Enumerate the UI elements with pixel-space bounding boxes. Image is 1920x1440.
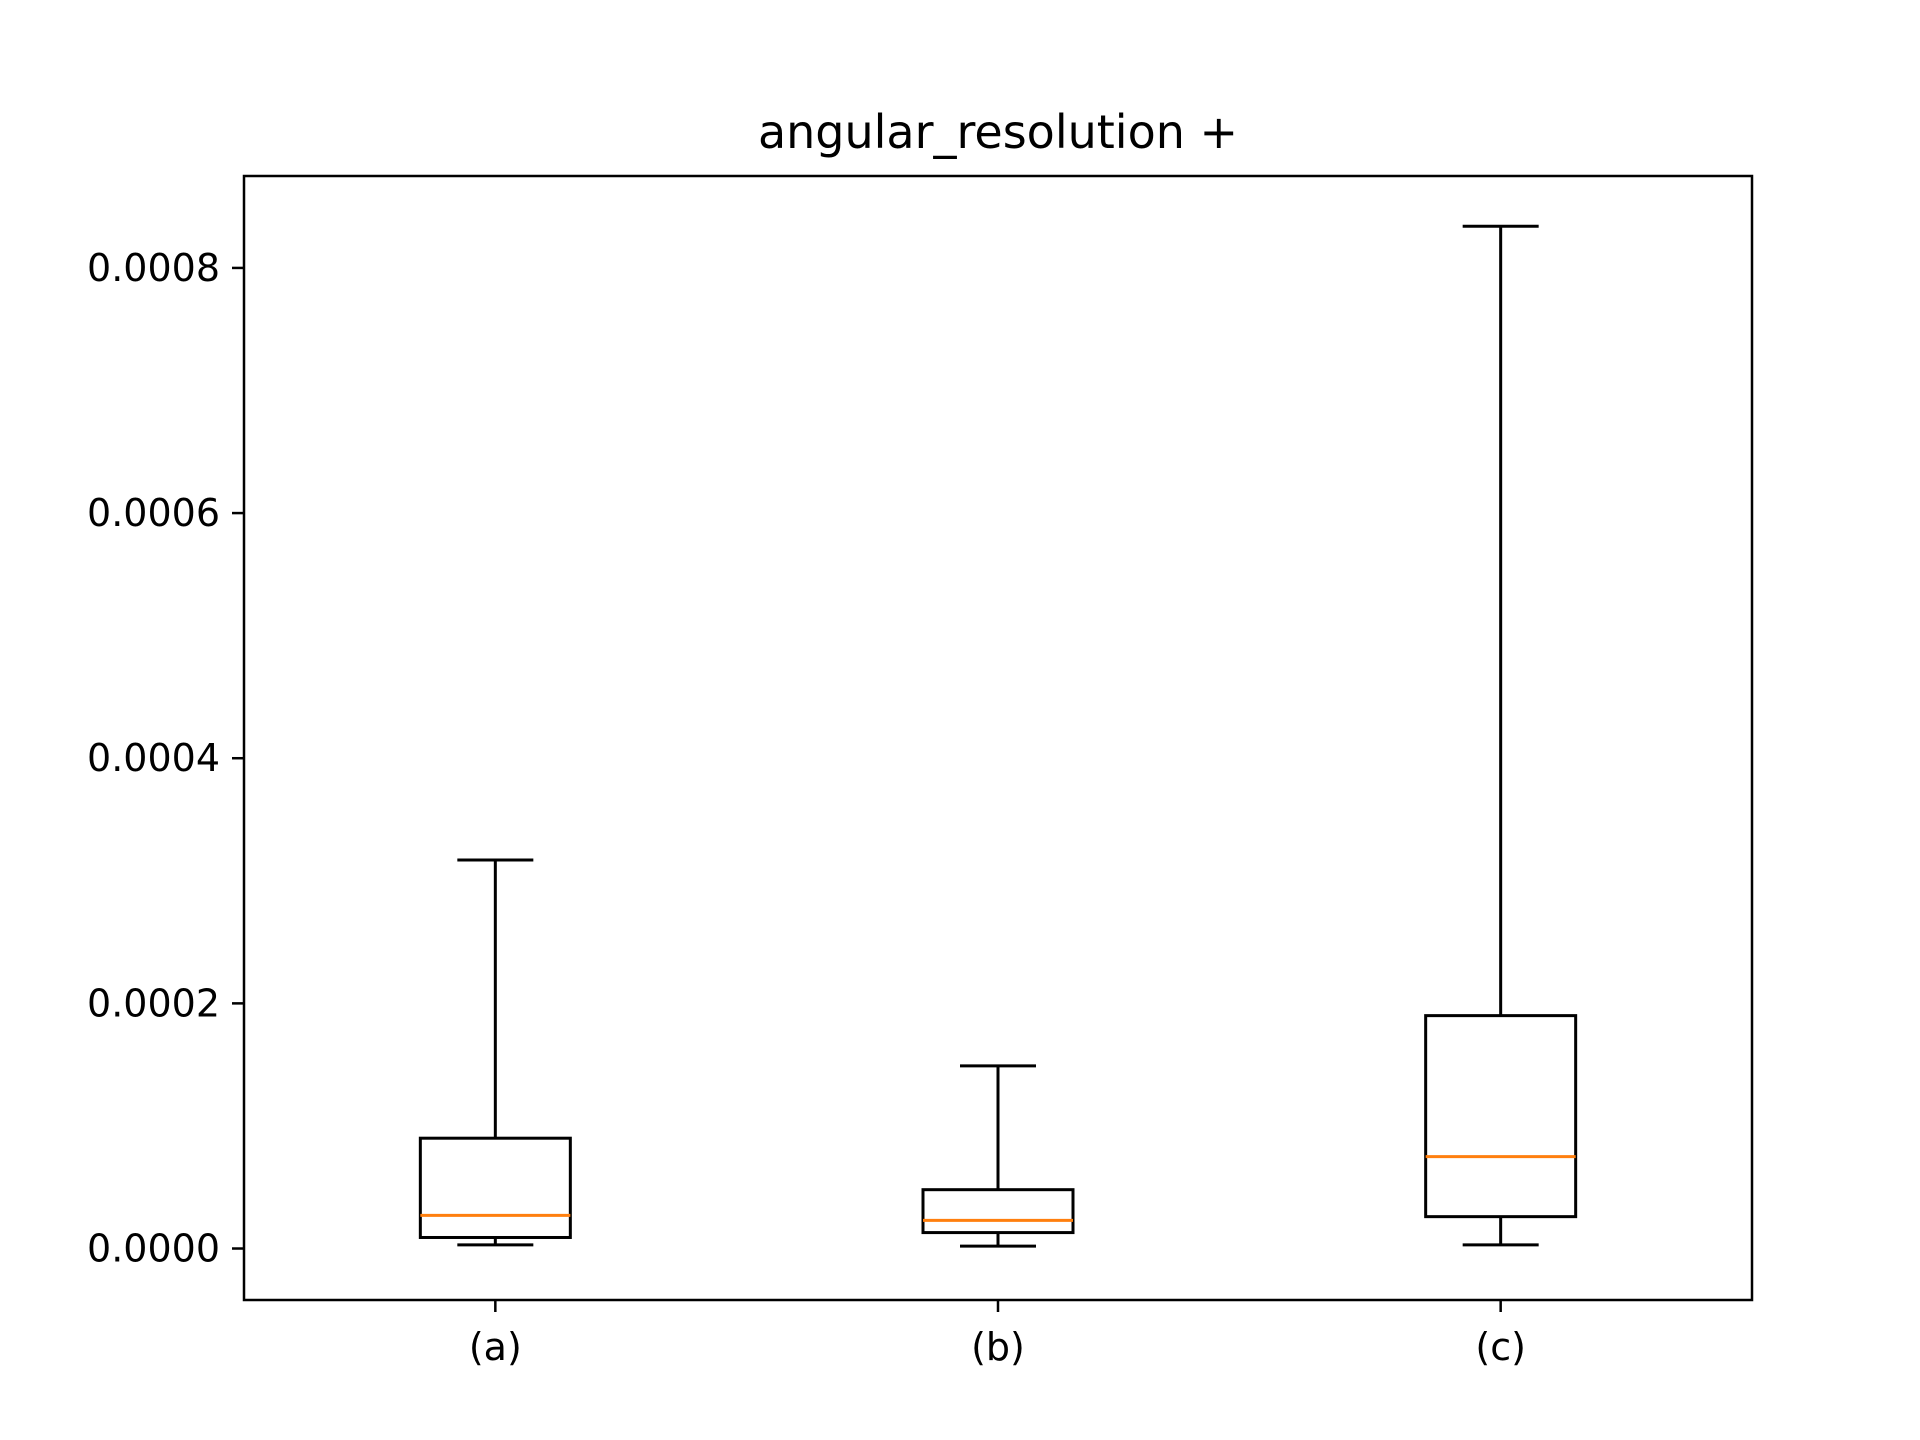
axes-frame <box>242 174 1754 1302</box>
plot-area: 0.0000 0.0002 0.0004 0.0006 0.0008 (a) (b) (c) <box>87 224 1578 1369</box>
y-tick-label: 0.0006 <box>87 491 220 535</box>
y-tick-label: 0.0008 <box>87 246 220 290</box>
x-tick-label: (a) <box>469 1325 522 1369</box>
y-tick-label: 0.0000 <box>87 1227 220 1271</box>
box-iqr <box>1424 1014 1578 1219</box>
y-tick-label: 0.0002 <box>87 981 220 1025</box>
x-tick-label: (b) <box>971 1325 1025 1369</box>
y-tick-label: 0.0004 <box>87 736 220 780</box>
box-iqr <box>418 1136 572 1239</box>
x-tick-label: (c) <box>1475 1325 1526 1369</box>
box-iqr <box>921 1188 1075 1235</box>
chart-title: angular_resolution + <box>758 105 1238 159</box>
